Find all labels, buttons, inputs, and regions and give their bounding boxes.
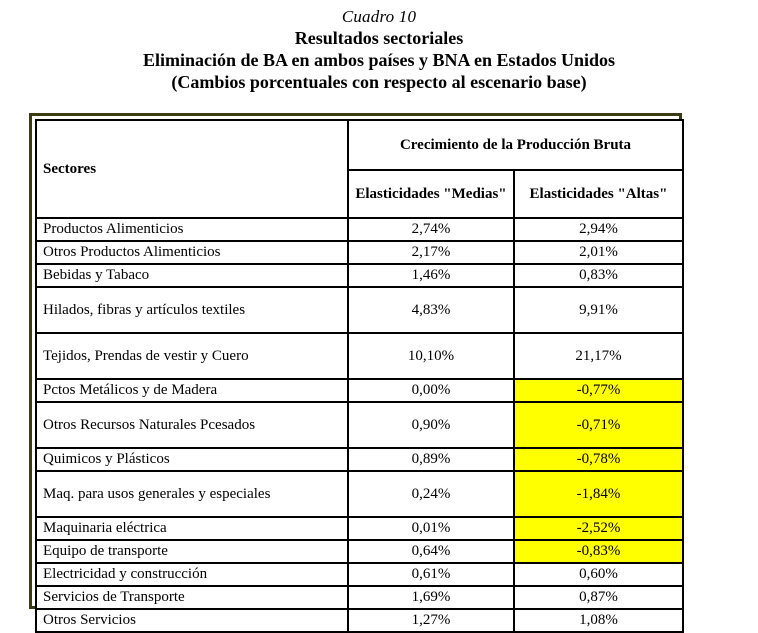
cell-elasticidades-medias: 2,17% xyxy=(347,240,515,265)
header-row-sub: Elasticidades "Medias" Elasticidades "Al… xyxy=(36,169,684,219)
cell-sector: Pctos Metálicos y de Madera xyxy=(35,378,349,403)
table-row: Pctos Metálicos y de Madera 0,00% -0,77% xyxy=(35,378,684,403)
header-row-group: Sectores Crecimiento de la Producción Br… xyxy=(35,119,684,219)
results-table-inner: Sectores Crecimiento de la Producción Br… xyxy=(35,119,684,633)
cell-sector: Hilados, fibras y artículos textiles xyxy=(35,286,349,334)
table-body: Productos Alimenticios 2,74% 2,94% Otros Pr… xyxy=(35,217,684,633)
cell-elasticidades-medias: 1,69% xyxy=(347,585,515,610)
document-subtitle-note: (Cambios porcentuales con respecto al es… xyxy=(171,72,587,92)
cell-elasticidades-medias: 0,00% xyxy=(347,378,515,403)
cell-elasticidades-altas: 9,91% xyxy=(513,286,684,334)
table-row: Otros Recursos Naturales Pcesados 0,90% -0… xyxy=(35,401,684,449)
cell-sector: Otros Recursos Naturales Pcesados xyxy=(35,401,349,449)
table-row: Otros Productos Alimenticios 2,17% 2,01% xyxy=(35,240,684,265)
cell-elasticidades-altas: -0,83% xyxy=(513,539,684,564)
cell-elasticidades-medias: 0,01% xyxy=(347,516,515,541)
table-row: Electricidad y construcción 0,61% 0,60% xyxy=(35,562,684,587)
cell-sector: Servicios de Transporte xyxy=(35,585,349,610)
cell-elasticidades-medias: 2,74% xyxy=(347,217,515,242)
cell-sector: Quimicos y Plásticos xyxy=(35,447,349,472)
cell-sector: Maq. para usos generales y especiales xyxy=(35,470,349,518)
cell-sector: Maquinaria eléctrica xyxy=(35,516,349,541)
document-title-block: Cuadro 10 Resultados sectoriales Elimina… xyxy=(0,0,758,93)
cell-sector: Tejidos, Prendas de vestir y Cuero xyxy=(35,332,349,380)
column-header-sectores: Sectores xyxy=(35,119,349,219)
cell-elasticidades-medias: 0,90% xyxy=(347,401,515,449)
cell-elasticidades-altas: -0,78% xyxy=(513,447,684,472)
table-row: Tejidos, Prendas de vestir y Cuero 10,10%… xyxy=(35,332,684,380)
cell-elasticidades-altas: 2,01% xyxy=(513,240,684,265)
table-row: Equipo de transporte 0,64% -0,83% xyxy=(35,539,684,564)
cell-elasticidades-medias: 0,24% xyxy=(347,470,515,518)
document-subtitle: Eliminación de BA en ambos países y BNA … xyxy=(142,50,616,70)
cell-elasticidades-altas: -1,84% xyxy=(513,470,684,518)
cell-sector: Productos Alimenticios xyxy=(35,217,349,242)
cell-elasticidades-medias: 0,64% xyxy=(347,539,515,564)
table-row: Hilados, fibras y artículos textiles 4,83… xyxy=(35,286,684,334)
cell-sector: Otros Productos Alimenticios xyxy=(35,240,349,265)
table-row: Servicios de Transporte 1,69% 0,87% xyxy=(35,585,684,610)
cell-sector: Bebidas y Tabaco xyxy=(35,263,349,288)
cell-elasticidades-altas: -2,52% xyxy=(513,516,684,541)
cell-sector: Electricidad y construcción xyxy=(35,562,349,587)
cell-elasticidades-medias: 0,89% xyxy=(347,447,515,472)
table-row: Maq. para usos generales y especiales 0,2… xyxy=(35,470,684,518)
cell-sector: Equipo de transporte xyxy=(35,539,349,564)
cell-elasticidades-altas: 0,60% xyxy=(513,562,684,587)
results-table-frame: Sectores Crecimiento de la Producción Br… xyxy=(29,113,684,633)
cell-elasticidades-medias: 10,10% xyxy=(347,332,515,380)
sector-results-table: Sectores Crecimiento de la Producción Br… xyxy=(35,119,684,633)
table-number-caption: Cuadro 10 xyxy=(341,7,417,26)
table-header: Sectores Crecimiento de la Producción Br… xyxy=(35,119,684,219)
column-header-group-crecimiento: Crecimiento de la Producción Bruta xyxy=(347,119,684,171)
cell-elasticidades-altas: 2,94% xyxy=(513,217,684,242)
cell-elasticidades-medias: 4,83% xyxy=(347,286,515,334)
document-title: Resultados sectoriales xyxy=(294,28,464,48)
cell-elasticidades-medias: 0,61% xyxy=(347,562,515,587)
cell-elasticidades-altas: 21,17% xyxy=(513,332,684,380)
column-header-elasticidades-medias: Elasticidades "Medias" xyxy=(347,169,515,219)
cell-elasticidades-altas: -0,71% xyxy=(513,401,684,449)
cell-elasticidades-altas: -0,77% xyxy=(513,378,684,403)
table-row: Maquinaria eléctrica 0,01% -2,52% xyxy=(35,516,684,541)
table-row: Productos Alimenticios 2,74% 2,94% xyxy=(35,217,684,242)
column-header-elasticidades-altas: Elasticidades "Altas" xyxy=(513,169,684,219)
table-row: Bebidas y Tabaco 1,46% 0,83% xyxy=(35,263,684,288)
cell-elasticidades-altas: 0,83% xyxy=(513,263,684,288)
cell-elasticidades-altas: 0,87% xyxy=(513,585,684,610)
table-row: Quimicos y Plásticos 0,89% -0,78% xyxy=(35,447,684,472)
cell-elasticidades-medias: 1,46% xyxy=(347,263,515,288)
